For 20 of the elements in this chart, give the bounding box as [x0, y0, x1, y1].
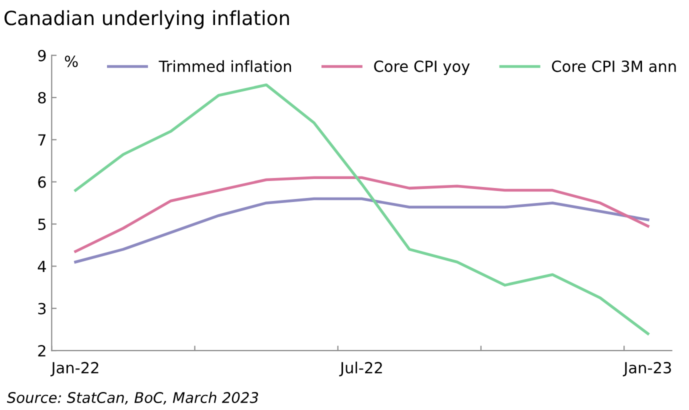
legend-label: Core CPI 3M ann: [552, 60, 676, 72]
source-note: Source: StatCan, BoC, March 2023: [6, 392, 258, 405]
chart-title: Canadian underlying inflation: [4, 10, 289, 30]
y-tick-label: 9: [38, 50, 46, 62]
line-series: [74, 83, 650, 336]
x-tick-label: Jan-22: [50, 362, 98, 376]
line-series: [74, 197, 650, 264]
y-tick-label: 5: [38, 218, 46, 230]
x-tick-label: Jan-23: [622, 362, 671, 376]
y-tick-label: 3: [38, 302, 46, 314]
line-series: [74, 176, 650, 253]
y-tick-label: 4: [38, 260, 46, 272]
y-tick-label: 6: [38, 176, 46, 188]
legend-label: Core CPI yoy: [374, 60, 470, 76]
legend-label: Trimmed inflation: [158, 60, 292, 72]
x-tick-label: Jul-22: [339, 362, 382, 376]
y-axis-title: %: [64, 56, 78, 68]
y-tick-label: 2: [38, 345, 46, 356]
y-tick-label: 8: [38, 92, 46, 104]
y-tick-label: 7: [38, 134, 46, 146]
